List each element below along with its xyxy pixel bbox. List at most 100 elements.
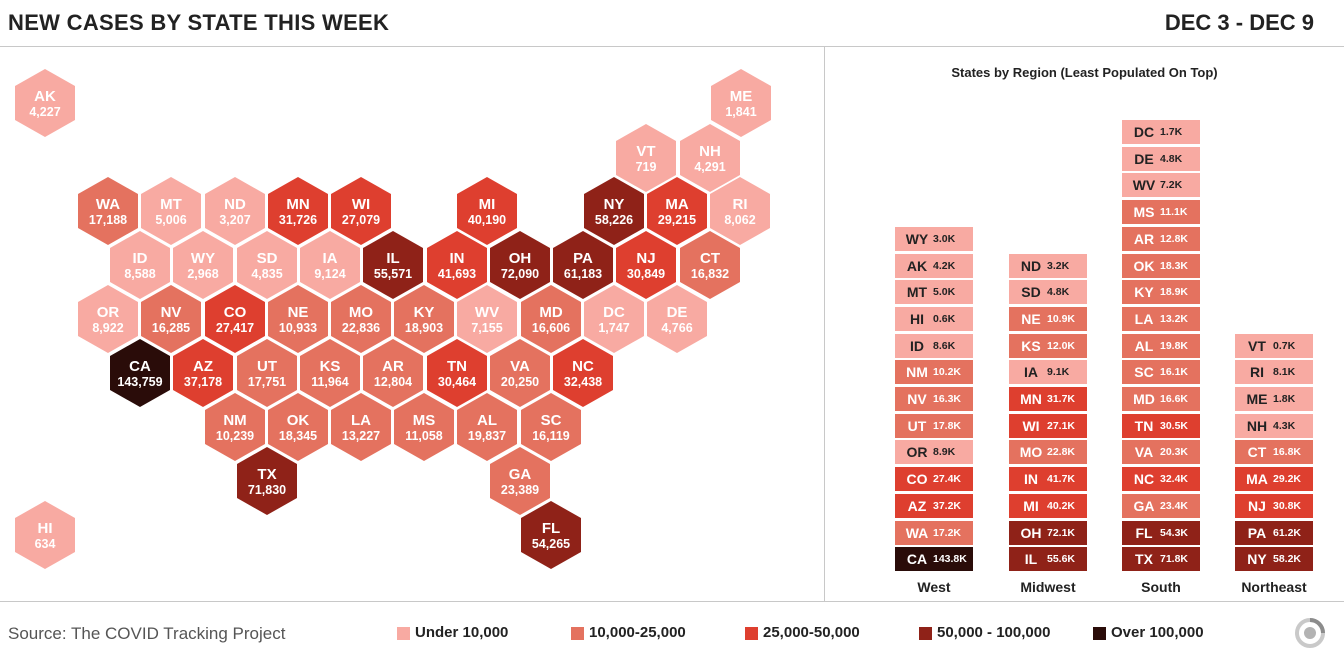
state-abbr: WV [474, 304, 500, 321]
region-cell-me: ME 1.8K [1235, 387, 1313, 412]
region-cell-state: AZ [907, 497, 927, 514]
region-cell-value: 12.0K [1047, 339, 1076, 352]
state-case-count: 634 [34, 537, 56, 551]
state-abbr: DE [666, 304, 688, 321]
state-hex-mt: MT 5,006 [141, 177, 201, 245]
region-cell-value: 71.8K [1160, 553, 1189, 566]
state-abbr: RI [732, 196, 748, 213]
state-abbr: KS [319, 358, 341, 375]
state-abbr: NE [287, 304, 309, 321]
region-cell-in: IN 41.7K [1009, 467, 1087, 492]
state-case-count: 17,751 [247, 375, 287, 389]
state-hex-nc: NC 32,438 [553, 339, 613, 407]
region-cell-ky: KY 18.9K [1122, 280, 1200, 305]
legend-label: 25,000-50,000 [763, 624, 860, 641]
region-cell-state: TN [1134, 417, 1154, 434]
region-cell-value: 17.2K [933, 526, 962, 539]
state-case-count: 4,766 [661, 321, 693, 335]
region-cell-nh: NH 4.3K [1235, 413, 1313, 438]
state-case-count: 2,968 [187, 267, 219, 281]
state-abbr: OH [508, 250, 532, 267]
region-cell-value: 54.3K [1160, 526, 1189, 539]
state-abbr: CA [129, 358, 151, 375]
state-case-count: 16,606 [531, 321, 571, 335]
region-cell-state: MI [1023, 497, 1039, 514]
region-cell-state: AR [1133, 230, 1155, 247]
region-cell-tn: TN 30.5K [1122, 413, 1200, 438]
state-hex-mo: MO 22,836 [331, 285, 391, 353]
state-case-count: 27,417 [215, 321, 255, 335]
state-hex-de: DE 4,766 [647, 285, 707, 353]
state-hex-nj: NJ 30,849 [616, 231, 676, 299]
date-range: DEC 3 - DEC 9 [1164, 10, 1314, 35]
region-cell-value: 3.2K [1047, 259, 1070, 272]
state-abbr: AL [477, 412, 497, 429]
region-cell-value: 16.3K [933, 393, 962, 406]
region-cell-value: 18.9K [1160, 286, 1189, 299]
region-cell-value: 30.8K [1273, 499, 1302, 512]
state-hex-ca: CA 143,759 [110, 339, 170, 407]
region-column-northeast: VT 0.7K RI 8.1K ME 1.8K NH 4.3K CT 16.8K MA 29.2K NJ… [1235, 333, 1313, 574]
region-cell-state: FL [1135, 524, 1153, 541]
region-cell-va: VA 20.3K [1122, 440, 1200, 465]
region-cell-value: 22.8K [1047, 446, 1076, 459]
state-abbr: SC [540, 412, 562, 429]
state-case-count: 18,345 [278, 429, 318, 443]
region-cell-state: DE [1134, 150, 1154, 167]
region-label-south: South [1141, 579, 1181, 595]
state-abbr: WA [95, 196, 121, 213]
region-cell-wi: WI 27.1K [1009, 413, 1087, 438]
state-case-count: 30,464 [437, 375, 477, 389]
region-cell-value: 29.2K [1273, 473, 1302, 486]
state-abbr: TN [447, 358, 467, 375]
header: NEW CASES BY STATE THIS WEEK DEC 3 - DEC… [0, 0, 1344, 47]
state-hex-wa: WA 17,188 [78, 177, 138, 245]
region-cell-mo: MO 22.8K [1009, 440, 1087, 465]
region-cell-state: GA [1133, 497, 1155, 514]
region-cell-value: 143.8K [933, 553, 967, 566]
state-case-count: 16,119 [532, 429, 570, 443]
state-abbr: TX [257, 466, 277, 483]
region-cell-nd: ND 3.2K [1009, 253, 1087, 278]
region-cell-state: UT [907, 417, 927, 434]
region-cell-value: 3.0K [933, 232, 956, 245]
state-abbr: IA [322, 250, 338, 267]
region-cell-ri: RI 8.1K [1235, 360, 1313, 385]
region-cell-nc: NC 32.4K [1122, 467, 1200, 492]
region-cell-value: 20.3K [1160, 446, 1189, 459]
region-cell-state: OR [906, 444, 928, 461]
state-hex-or: OR 8,922 [78, 285, 138, 353]
state-hex-ar: AR 12,804 [363, 339, 423, 407]
region-column-south: DC 1.7K DE 4.8K WV 7.2K MS 11.1K AR 12.8K OK 18.3K K… [1122, 120, 1200, 574]
region-cell-value: 1.7K [1160, 126, 1183, 139]
region-cell-ct: CT 16.8K [1235, 440, 1313, 465]
state-hex-dc: DC 1,747 [584, 285, 644, 353]
region-cell-value: 41.7K [1047, 473, 1076, 486]
state-case-count: 23,389 [500, 483, 540, 497]
state-hex-vt: VT 719 [616, 124, 676, 192]
legend-label: 50,000 - 100,000 [937, 624, 1051, 641]
state-hex-ny: NY 58,226 [584, 177, 644, 245]
region-cell-value: 17.8K [933, 419, 962, 432]
legend-label: Under 10,000 [415, 624, 509, 641]
source-note: Source: The COVID Tracking Project [8, 624, 286, 643]
region-cell-or: OR 8.9K [895, 440, 973, 465]
region-cell-state: IN [1024, 471, 1038, 488]
region-cell-co: CO 27.4K [895, 467, 973, 492]
state-abbr: MT [160, 196, 182, 213]
region-cell-state: IA [1024, 364, 1038, 381]
region-cell-state: ID [910, 337, 924, 354]
state-abbr: SD [256, 250, 278, 267]
state-hex-nv: NV 16,285 [141, 285, 201, 353]
region-cell-state: KS [1021, 337, 1041, 354]
region-cell-value: 4.8K [1047, 286, 1070, 299]
state-case-count: 1,841 [725, 105, 757, 119]
state-case-count: 54,265 [531, 537, 571, 551]
region-cell-ia: IA 9.1K [1009, 360, 1087, 385]
region-cell-md: MD 16.6K [1122, 387, 1200, 412]
state-abbr: AK [34, 88, 56, 105]
state-hex-oh: OH 72,090 [490, 231, 550, 299]
region-cell-state: PA [1247, 524, 1267, 541]
footer: Source: The COVID Tracking Project Under… [0, 601, 1344, 665]
region-cell-value: 37.2K [933, 499, 962, 512]
